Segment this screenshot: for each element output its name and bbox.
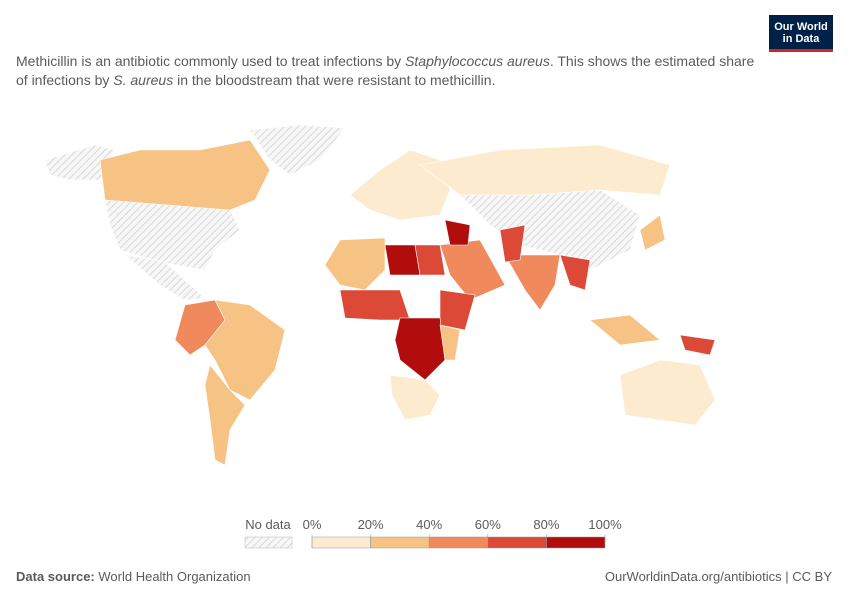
brazil xyxy=(204,299,286,401)
mexico xyxy=(123,254,206,301)
png xyxy=(679,334,716,356)
text: . This shows the estimated share of infe… xyxy=(16,53,755,88)
legend-label: No data xyxy=(245,517,291,532)
logo-line: Our World xyxy=(774,21,828,33)
japan xyxy=(639,214,666,251)
url[interactable]: OurWorldinData.org/antibiotics | CC BY xyxy=(604,569,832,584)
southern-africa xyxy=(389,374,441,421)
text: Staphylococcus aureus xyxy=(405,53,550,69)
iraq xyxy=(444,219,471,246)
ethiopia xyxy=(439,289,476,331)
logo[interactable]: Our World in Data xyxy=(769,15,833,52)
legend-tick-label: 0% xyxy=(303,517,322,532)
legend-tick-label: 60% xyxy=(475,517,501,532)
text: S. aureus xyxy=(113,72,174,88)
australia xyxy=(619,359,716,426)
east-africa xyxy=(439,324,461,361)
legend-tick-label: 100% xyxy=(588,517,622,532)
legend-tick-label: 80% xyxy=(533,517,559,532)
legend-bin xyxy=(311,536,371,549)
central-africa xyxy=(394,317,446,381)
legend-bin xyxy=(546,536,606,549)
west-africa-north xyxy=(324,237,386,291)
logo-line: in Data xyxy=(782,33,820,45)
subtitle: Methicillin is an antibiotic commonly us… xyxy=(16,52,761,90)
arabia xyxy=(439,239,506,301)
india xyxy=(504,254,561,311)
text: in the bloodstream that were resistant t… xyxy=(173,72,496,88)
source-text: World Health Organization xyxy=(98,569,251,584)
legend-bin xyxy=(487,536,547,549)
legend-tick-label: 20% xyxy=(358,517,384,532)
no-data-swatch xyxy=(244,536,293,549)
russia xyxy=(419,144,671,196)
text: Methicillin is an antibiotic commonly us… xyxy=(16,53,406,69)
libya xyxy=(384,244,421,276)
argentina xyxy=(204,364,246,466)
greenland xyxy=(249,124,346,176)
usa xyxy=(104,199,241,271)
myanmar xyxy=(559,254,591,291)
legend: No data 0% 20% 40% 60% 80% 100% xyxy=(244,517,622,549)
legend-bin xyxy=(428,536,489,549)
west-africa xyxy=(339,289,411,321)
indonesia xyxy=(589,314,661,346)
europe xyxy=(349,149,451,221)
countries xyxy=(44,124,716,466)
alaska xyxy=(44,144,116,181)
legend-tick-label: 40% xyxy=(416,517,442,532)
source: Data source: World Health Organization xyxy=(16,569,251,584)
legend-bin xyxy=(370,536,430,549)
source-label: Data source: xyxy=(16,569,95,584)
egypt xyxy=(414,244,446,276)
pakistan xyxy=(499,224,526,263)
